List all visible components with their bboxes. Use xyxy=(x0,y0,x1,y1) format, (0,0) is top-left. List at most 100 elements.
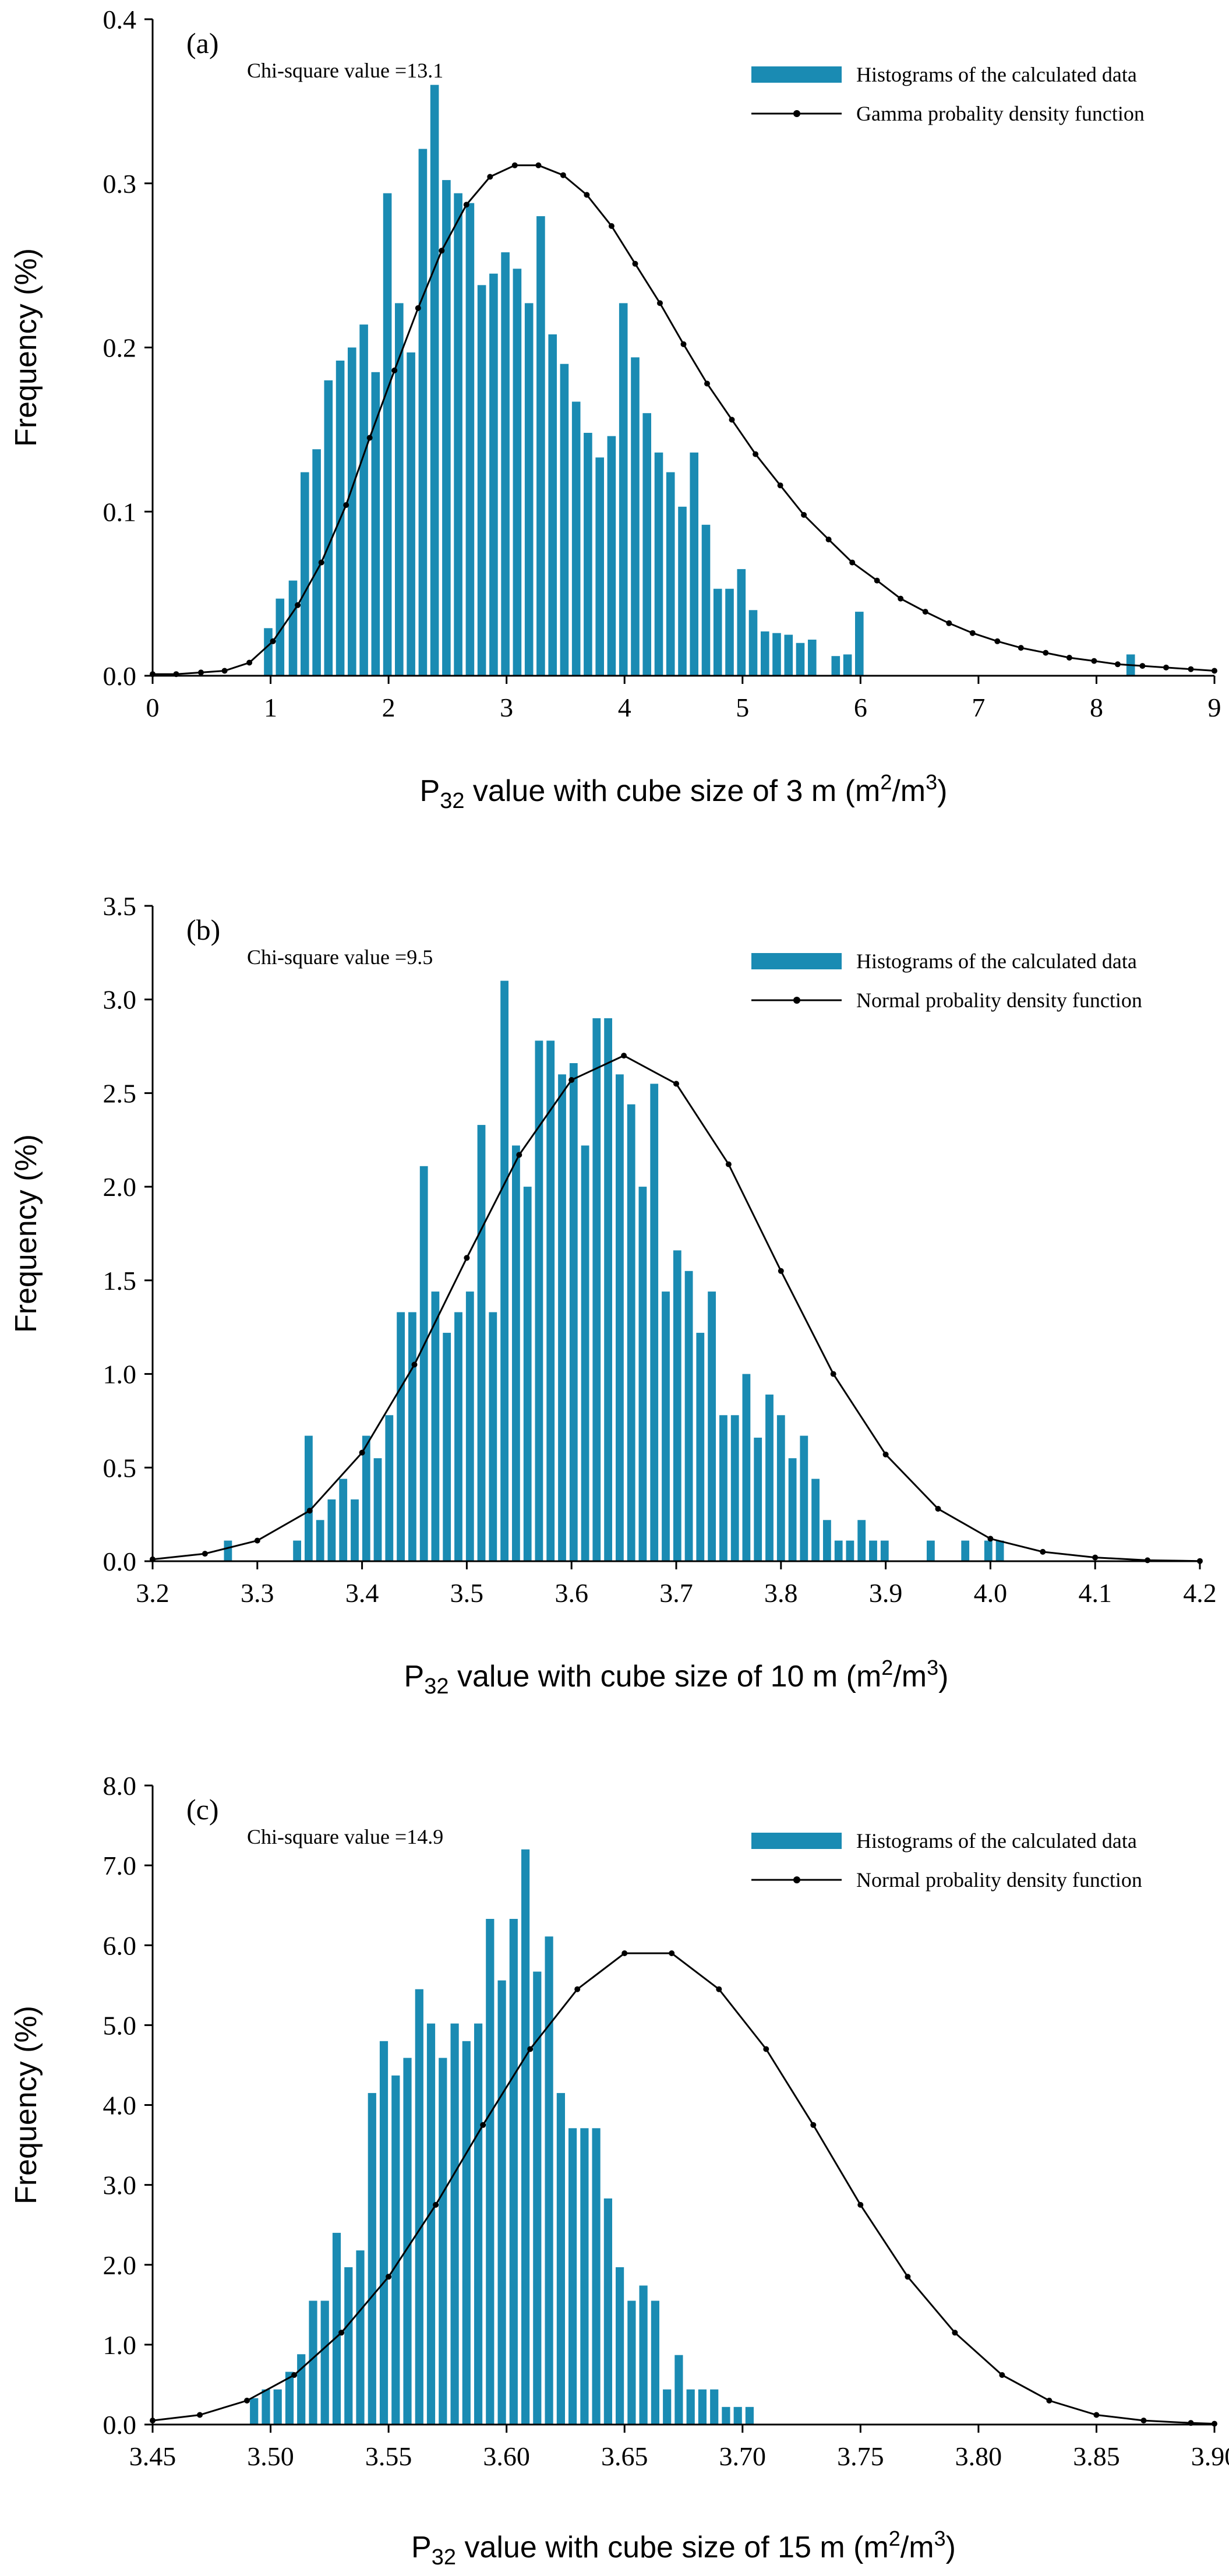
bar xyxy=(639,2285,648,2425)
y-tick-label: 3.0 xyxy=(103,2171,137,2200)
pdf-point xyxy=(849,559,856,566)
bar xyxy=(362,1435,370,1561)
pdf-point xyxy=(584,192,590,198)
bar xyxy=(684,1271,693,1561)
bar xyxy=(293,1540,301,1561)
bar xyxy=(397,1312,405,1561)
bar xyxy=(616,1074,624,1561)
bar xyxy=(784,634,793,676)
x-axis-label-mid: value with cube size of 15 m (m xyxy=(456,2531,889,2564)
x-tick-label: 7 xyxy=(972,693,985,722)
bar xyxy=(631,357,640,676)
pdf-point xyxy=(673,1081,679,1087)
bar xyxy=(513,269,522,676)
bar xyxy=(533,1971,542,2425)
pdf-point xyxy=(1145,1557,1151,1564)
bar xyxy=(678,506,687,676)
pdf-point xyxy=(1018,645,1024,651)
chart-panel-b: 3.2 3.3 3.4 3.5 3.6 3.7 3.8 3.9 4.0 4.1 4.2 0.0 0.5 1… xyxy=(9,891,1217,1699)
y-tick-label: 4.0 xyxy=(103,2091,137,2120)
x-tick-label: 3.75 xyxy=(837,2441,884,2471)
bar xyxy=(465,1291,474,1561)
bar xyxy=(359,324,368,676)
bar xyxy=(754,1437,762,1561)
bar xyxy=(524,303,534,676)
x-tick-label: 8 xyxy=(1090,693,1103,722)
bar xyxy=(407,352,415,676)
pdf-point xyxy=(246,659,253,666)
bar xyxy=(558,1074,566,1561)
bar xyxy=(725,588,734,676)
pdf-point xyxy=(433,2201,439,2208)
bar xyxy=(443,1332,451,1561)
bar xyxy=(651,2300,659,2425)
pdf-point xyxy=(359,1449,365,1456)
pdf-point xyxy=(415,305,421,311)
bar xyxy=(339,1478,348,1561)
bar xyxy=(603,2198,612,2425)
x-axis-label-sup1: 2 xyxy=(880,770,892,794)
bar xyxy=(373,1458,382,1561)
x-axis-label-post: ) xyxy=(937,774,947,808)
y-tick-label: 1.0 xyxy=(103,1360,137,1389)
pdf-point xyxy=(830,1371,836,1377)
bar xyxy=(276,598,285,676)
bar xyxy=(673,1250,681,1561)
bar xyxy=(843,654,852,676)
bar xyxy=(772,633,781,676)
bar xyxy=(379,2041,389,2425)
bar xyxy=(391,2075,400,2425)
x-tick-label: 1 xyxy=(264,693,277,722)
bar xyxy=(489,1312,497,1561)
y-tick-label: 7.0 xyxy=(103,1851,137,1880)
pdf-point xyxy=(704,380,710,387)
bar xyxy=(316,1520,324,1561)
pdf-point xyxy=(318,559,324,566)
bar xyxy=(761,631,769,676)
bar xyxy=(285,2372,294,2425)
bar xyxy=(320,2300,329,2425)
bar xyxy=(604,1018,612,1561)
bar xyxy=(710,2389,719,2425)
bar xyxy=(663,2389,672,2425)
pdf-point xyxy=(725,1161,732,1167)
y-tick-label: 0.1 xyxy=(103,497,137,527)
chi-square-annotation: Chi-square value =9.5 xyxy=(247,945,433,969)
bar xyxy=(309,2300,317,2425)
bar xyxy=(580,2128,589,2425)
pdf-point xyxy=(291,2372,298,2378)
pdf-point xyxy=(810,2122,817,2128)
bar xyxy=(592,1018,601,1561)
bar xyxy=(536,216,545,676)
x-tick-label: 3.6 xyxy=(555,1578,588,1608)
y-axis-label: Frequency (%) xyxy=(9,1134,43,1333)
y-tick-label: 3.5 xyxy=(103,891,137,921)
pdf-point xyxy=(729,417,735,423)
x-axis-label-sub: 32 xyxy=(440,789,464,813)
bar xyxy=(439,2058,447,2425)
bar xyxy=(855,612,864,676)
pdf-point xyxy=(527,2046,534,2052)
legend-bar-swatch xyxy=(751,953,842,969)
pdf-point xyxy=(197,2412,203,2418)
bar xyxy=(415,1989,423,2425)
y-tick-label: 0.0 xyxy=(103,1547,137,1576)
bar xyxy=(737,569,746,676)
bar xyxy=(800,1435,808,1561)
legend-line-marker xyxy=(793,997,800,1004)
x-tick-label: 3.50 xyxy=(247,2441,294,2471)
bar xyxy=(465,203,475,676)
bar xyxy=(332,2232,341,2425)
pdf-point xyxy=(1043,650,1049,656)
x-tick-label: 4 xyxy=(618,693,631,722)
x-tick-label: 5 xyxy=(736,693,749,722)
x-tick-label: 3.45 xyxy=(129,2441,176,2471)
pdf-point xyxy=(487,174,493,180)
bar xyxy=(509,1919,518,2425)
bar xyxy=(383,193,392,676)
pdf-point xyxy=(922,609,928,615)
x-axis-label-sub: 32 xyxy=(432,2545,456,2570)
pdf-point xyxy=(221,668,228,674)
y-tick-label: 1.0 xyxy=(103,2330,137,2360)
bar xyxy=(674,2355,683,2425)
